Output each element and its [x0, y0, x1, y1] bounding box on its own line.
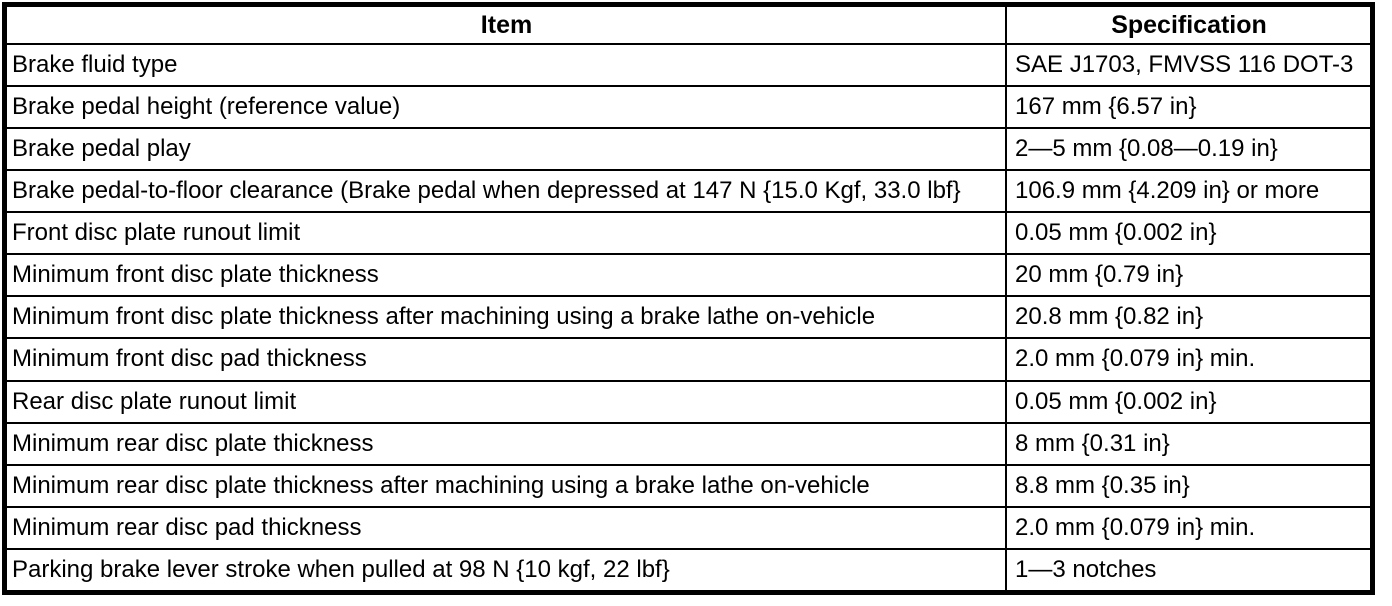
spec-cell: 167 mm {6.57 in}	[1005, 85, 1370, 129]
spec-cell: 2—5 mm {0.08—0.19 in}	[1005, 127, 1370, 171]
spec-cell: 0.05 mm {0.002 in}	[1005, 211, 1370, 255]
table-row: Minimum front disc plate thickness after…	[7, 295, 1370, 339]
item-cell: Minimum rear disc plate thickness	[7, 421, 1006, 465]
spec-cell: 0.05 mm {0.002 in}	[1005, 379, 1370, 423]
spec-cell: 8 mm {0.31 in}	[1005, 421, 1370, 465]
spec-cell: 8.8 mm {0.35 in}	[1005, 463, 1370, 507]
table-row: Minimum rear disc plate thickness 8 mm {0…	[7, 421, 1370, 465]
table-row: Brake pedal play 2—5 mm {0.08—0.19 in}	[7, 127, 1370, 171]
item-cell: Brake pedal height (reference value)	[7, 85, 1006, 129]
table-header: Item Specification	[7, 7, 1370, 44]
spec-cell: 2.0 mm {0.079 in} min.	[1005, 337, 1370, 381]
item-cell: Rear disc plate runout limit	[7, 379, 1006, 423]
item-cell: Minimum rear disc pad thickness	[7, 505, 1006, 549]
table-row: Rear disc plate runout limit 0.05 mm {0.0…	[7, 379, 1370, 423]
table-row: Brake pedal height (reference value) 167 …	[7, 85, 1370, 129]
table-row: Brake pedal-to-floor clearance (Brake pe…	[7, 169, 1370, 213]
item-cell: Minimum front disc pad thickness	[7, 337, 1006, 381]
item-cell: Minimum rear disc plate thickness after …	[7, 463, 1006, 507]
table-row: Minimum rear disc plate thickness after …	[7, 463, 1370, 507]
table-row: Minimum front disc plate thickness 20 mm …	[7, 253, 1370, 297]
item-cell: Brake pedal-to-floor clearance (Brake pe…	[7, 169, 1006, 213]
table-body: Brake fluid type SAE J1703, FMVSS 116 DOT…	[7, 42, 1370, 590]
item-cell: Parking brake lever stroke when pulled a…	[7, 547, 1006, 590]
table-row: Minimum rear disc pad thickness 2.0 mm {0…	[7, 505, 1370, 549]
spec-cell: SAE J1703, FMVSS 116 DOT-3	[1005, 42, 1370, 87]
item-cell: Minimum front disc plate thickness after…	[7, 295, 1006, 339]
table-row: Brake fluid type SAE J1703, FMVSS 116 DOT…	[7, 42, 1370, 87]
column-header-specification: Specification	[1005, 7, 1370, 44]
spec-table: Item Specification Brake fluid type SAE J…	[7, 7, 1370, 590]
brake-specifications-table: Item Specification Brake fluid type SAE J…	[2, 2, 1375, 595]
item-cell: Minimum front disc plate thickness	[7, 253, 1006, 297]
column-header-item: Item	[480, 10, 533, 39]
spec-cell: 2.0 mm {0.079 in} min.	[1005, 505, 1370, 549]
item-cell: Front disc plate runout limit	[7, 211, 1006, 255]
spec-cell: 20 mm {0.79 in}	[1005, 253, 1370, 297]
item-cell: Brake fluid type	[7, 42, 1006, 87]
header-row: Item Specification	[7, 7, 1370, 44]
spec-cell: 1—3 notches	[1005, 547, 1370, 590]
item-cell: Brake pedal play	[7, 127, 1006, 171]
spec-cell: 106.9 mm {4.209 in} or more	[1005, 169, 1370, 213]
table-row: Minimum front disc pad thickness 2.0 mm {…	[7, 337, 1370, 381]
spec-cell: 20.8 mm {0.82 in}	[1005, 295, 1370, 339]
table-row: Parking brake lever stroke when pulled a…	[7, 547, 1370, 590]
table-row: Front disc plate runout limit 0.05 mm {0.…	[7, 211, 1370, 255]
